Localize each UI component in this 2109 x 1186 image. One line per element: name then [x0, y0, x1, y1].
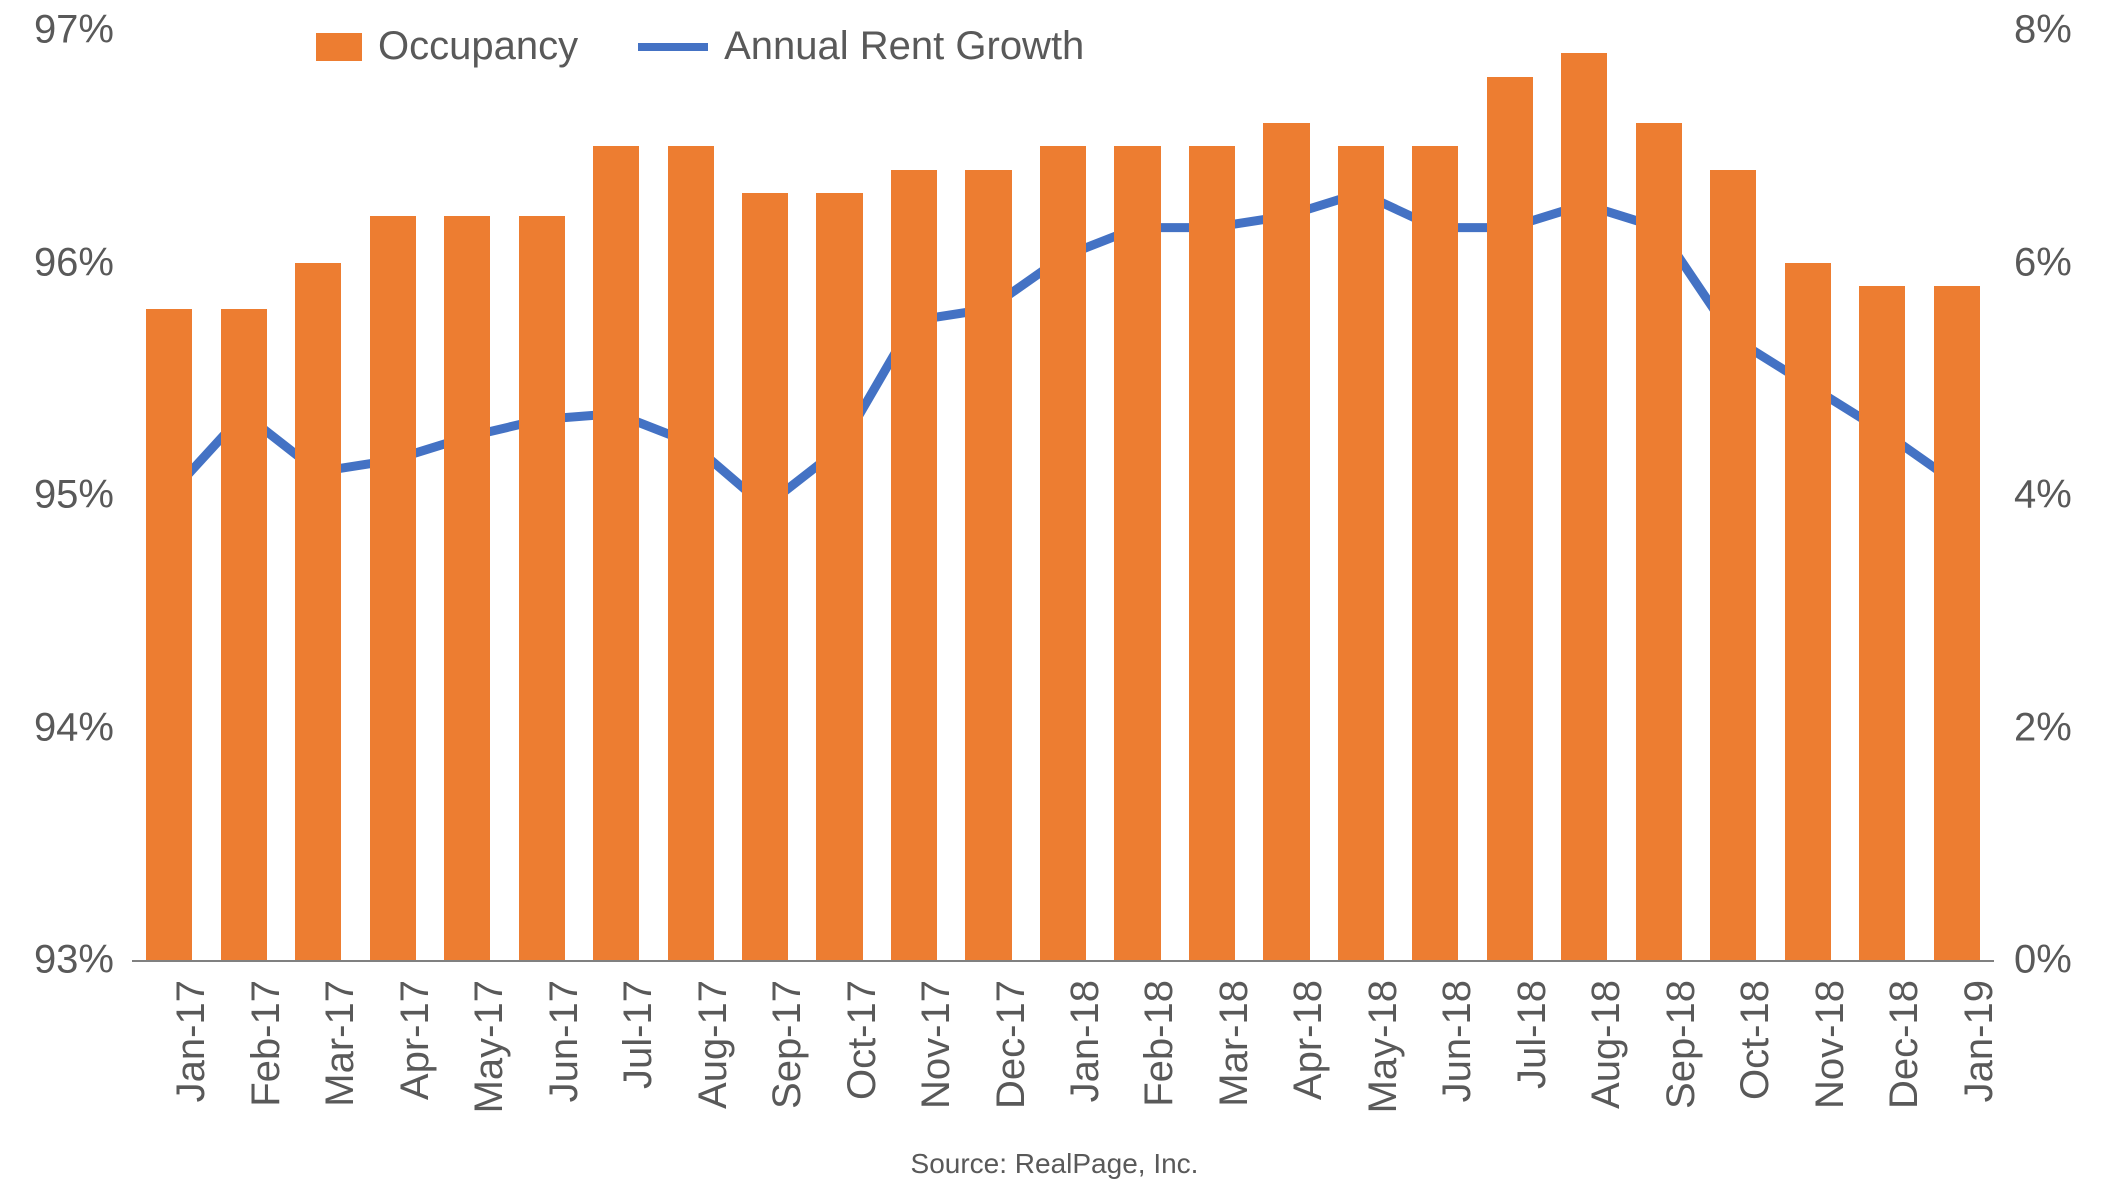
bar — [1412, 146, 1458, 960]
bar — [444, 216, 490, 960]
x-axis-tick: Jul-17 — [616, 980, 661, 1089]
x-axis-tick: Aug-18 — [1584, 980, 1629, 1109]
y-axis-right-tick: 2% — [2014, 705, 2072, 750]
x-axis-tick: Oct-18 — [1733, 980, 1778, 1100]
y-axis-left-tick: 95% — [4, 473, 114, 518]
x-axis-tick: Jan-17 — [169, 980, 214, 1102]
bar — [742, 193, 788, 960]
bar — [668, 146, 714, 960]
x-axis-tick: Sep-18 — [1659, 980, 1704, 1109]
x-axis-tick: Mar-17 — [318, 980, 363, 1107]
x-axis-tick: Mar-18 — [1212, 980, 1257, 1107]
bar — [891, 170, 937, 961]
x-axis-tick: Sep-17 — [765, 980, 810, 1109]
x-axis-tick: May-17 — [467, 980, 512, 1113]
y-axis-left-tick: 96% — [4, 240, 114, 285]
bar — [370, 216, 416, 960]
bar — [1710, 170, 1756, 961]
bar — [593, 146, 639, 960]
bar — [1859, 286, 1905, 960]
x-axis-tick: Nov-18 — [1808, 980, 1853, 1109]
bar — [1934, 286, 1980, 960]
y-axis-left-tick: 97% — [4, 8, 114, 53]
bar — [965, 170, 1011, 961]
y-axis-right-tick: 8% — [2014, 8, 2072, 53]
x-axis-tick: Oct-17 — [840, 980, 885, 1100]
x-axis-tick: Apr-18 — [1286, 980, 1331, 1100]
y-axis-right-tick: 0% — [2014, 938, 2072, 983]
bar — [295, 263, 341, 961]
x-axis-tick: Jan-18 — [1063, 980, 1108, 1102]
bar — [816, 193, 862, 960]
x-axis-tick: Apr-17 — [393, 980, 438, 1100]
source-text: Source: RealPage, Inc. — [0, 1148, 2109, 1180]
x-axis-tick: May-18 — [1361, 980, 1406, 1113]
bar — [1040, 146, 1086, 960]
bar — [1338, 146, 1384, 960]
x-axis-tick: Nov-17 — [914, 980, 959, 1109]
x-axis-tick: Dec-17 — [989, 980, 1034, 1109]
chart-canvas: Occupancy Annual Rent Growth Source: Rea… — [0, 0, 2109, 1186]
y-axis-right-tick: 4% — [2014, 473, 2072, 518]
bar — [1263, 123, 1309, 960]
plot-area — [132, 30, 1994, 962]
x-axis-tick: Jul-18 — [1510, 980, 1555, 1089]
bar — [1785, 263, 1831, 961]
bar — [146, 309, 192, 960]
x-axis-tick: Jun-18 — [1435, 980, 1480, 1102]
x-axis-tick: Jun-17 — [542, 980, 587, 1102]
y-axis-right-tick: 6% — [2014, 240, 2072, 285]
y-axis-left-tick: 93% — [4, 938, 114, 983]
y-axis-left-tick: 94% — [4, 705, 114, 750]
x-axis-tick: Jan-19 — [1957, 980, 2002, 1102]
bar — [1561, 53, 1607, 960]
bar — [221, 309, 267, 960]
x-axis-tick: Feb-17 — [244, 980, 289, 1107]
x-axis-tick: Feb-18 — [1137, 980, 1182, 1107]
bar — [1636, 123, 1682, 960]
x-axis-tick: Aug-17 — [691, 980, 736, 1109]
bar — [1114, 146, 1160, 960]
bar — [1189, 146, 1235, 960]
bar — [1487, 77, 1533, 961]
bar — [519, 216, 565, 960]
x-axis-tick: Dec-18 — [1882, 980, 1927, 1109]
